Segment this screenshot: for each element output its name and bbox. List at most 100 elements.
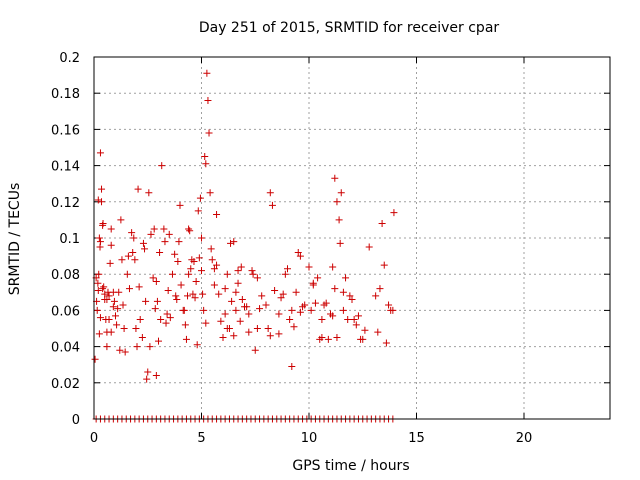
data-point <box>253 274 261 282</box>
data-point <box>133 343 141 351</box>
y-tick-label: 0.2 <box>59 51 80 66</box>
data-point <box>380 261 388 269</box>
data-point <box>331 174 339 182</box>
data-point <box>164 286 172 294</box>
data-point <box>213 261 221 269</box>
data-point <box>213 210 221 218</box>
data-point <box>249 270 257 278</box>
data-point <box>184 292 192 300</box>
data-point <box>191 294 199 302</box>
data-point <box>176 201 184 209</box>
data-point <box>182 335 190 343</box>
data-point <box>314 274 322 282</box>
data-point <box>103 343 111 351</box>
data-point <box>277 294 285 302</box>
data-point <box>215 290 223 298</box>
data-point <box>174 258 182 266</box>
data-point <box>155 337 162 345</box>
data-point <box>112 312 119 320</box>
data-point <box>172 292 180 300</box>
data-point <box>316 335 324 343</box>
data-point <box>124 252 132 260</box>
chart-title: Day 251 of 2015, SRMTID for receiver cpa… <box>199 20 500 36</box>
data-point <box>309 281 317 289</box>
data-point <box>150 225 158 233</box>
data-point <box>307 306 315 314</box>
data-point <box>139 239 147 247</box>
data-point <box>109 303 117 311</box>
data-point <box>271 286 279 294</box>
data-point <box>141 245 149 253</box>
data-point <box>185 270 193 278</box>
data-point <box>378 220 386 228</box>
data-point <box>119 301 127 309</box>
data-point <box>93 306 101 314</box>
y-tick-label: 0.1 <box>59 232 80 247</box>
data-point <box>95 270 103 278</box>
data-point <box>162 319 170 327</box>
data-point <box>100 283 108 291</box>
data-point <box>196 194 204 202</box>
data-point <box>198 267 205 275</box>
y-tick-label: 0.14 <box>51 160 80 175</box>
data-point <box>203 69 211 77</box>
data-point <box>192 277 200 285</box>
data-point <box>156 248 164 256</box>
data-point <box>376 285 384 293</box>
data-point <box>311 299 319 307</box>
data-point <box>258 292 266 300</box>
x-tick-label: 0 <box>90 431 98 446</box>
data-point <box>202 160 210 168</box>
data-point <box>382 339 390 347</box>
data-points <box>91 69 398 423</box>
data-point <box>187 265 195 273</box>
data-point <box>113 321 121 329</box>
data-point <box>129 248 137 256</box>
data-point <box>117 216 125 224</box>
data-point <box>98 198 106 206</box>
data-point <box>96 243 104 251</box>
data-point <box>173 296 181 304</box>
data-point <box>286 315 294 323</box>
data-point <box>91 355 99 363</box>
data-point <box>221 285 229 293</box>
data-point <box>152 277 160 285</box>
data-point <box>385 301 393 309</box>
x-tick-label: 15 <box>408 431 425 446</box>
y-tick-label: 0.06 <box>51 304 80 319</box>
data-point <box>147 230 155 238</box>
data-point <box>107 241 115 249</box>
data-point <box>329 312 337 320</box>
data-point <box>339 288 347 296</box>
data-point <box>245 310 253 318</box>
data-point <box>248 267 256 275</box>
data-point <box>342 274 350 282</box>
data-point <box>94 196 102 204</box>
data-point <box>237 263 245 271</box>
y-tick-label: 0.04 <box>51 341 80 356</box>
data-point <box>145 189 153 197</box>
data-point <box>199 290 207 298</box>
data-point <box>201 153 209 161</box>
data-point <box>305 263 313 271</box>
data-point <box>348 296 356 304</box>
data-point <box>238 296 246 304</box>
data-point <box>227 239 235 247</box>
data-point <box>171 250 179 258</box>
data-point <box>138 334 146 342</box>
data-point <box>290 323 298 331</box>
data-point <box>166 314 174 322</box>
data-point <box>210 281 218 289</box>
data-point <box>106 259 114 267</box>
data-point <box>95 330 103 338</box>
data-point <box>161 238 169 246</box>
data-point <box>118 256 126 264</box>
data-point <box>207 245 215 253</box>
y-tick-label: 0.02 <box>51 377 80 392</box>
y-tick-label: 0 <box>72 413 80 428</box>
data-point <box>296 252 304 260</box>
data-point <box>206 189 214 197</box>
data-point <box>190 258 198 266</box>
data-point <box>266 189 274 197</box>
